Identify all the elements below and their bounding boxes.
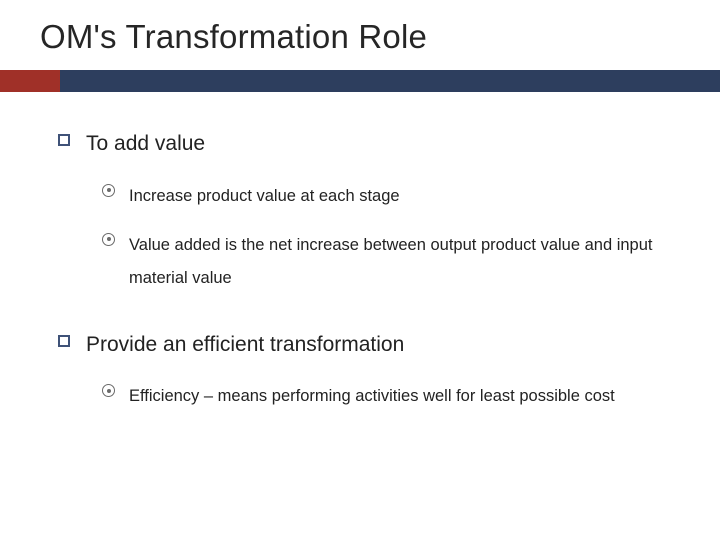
sub-list-item-text: Value added is the net increase between … [129, 229, 690, 295]
circled-dot-bullet-icon [102, 184, 115, 197]
list-item: Provide an efficient transformation Effi… [58, 329, 690, 414]
sub-list-item: Value added is the net increase between … [102, 229, 690, 295]
sub-list: Increase product value at each stage Val… [58, 160, 690, 295]
sub-list-item-text: Efficiency – means performing activities… [129, 380, 615, 413]
divider-bar-right [60, 70, 720, 92]
slide-content: To add value Increase product value at e… [0, 92, 720, 413]
sub-list: Efficiency – means performing activities… [58, 360, 690, 413]
sub-list-item-text: Increase product value at each stage [129, 180, 400, 213]
square-bullet-icon [58, 134, 70, 146]
list-item-text: Provide an efficient transformation [86, 329, 404, 361]
list-item-row: To add value [58, 128, 690, 160]
circled-dot-bullet-icon [102, 233, 115, 246]
divider-bar [0, 70, 720, 92]
divider-bar-left [0, 70, 60, 92]
slide: OM's Transformation Role To add value In… [0, 0, 720, 540]
square-bullet-icon [58, 335, 70, 347]
list-item-row: Provide an efficient transformation [58, 329, 690, 361]
sub-list-item: Increase product value at each stage [102, 180, 690, 213]
sub-list-item: Efficiency – means performing activities… [102, 380, 690, 413]
circled-dot-bullet-icon [102, 384, 115, 397]
list-item-text: To add value [86, 128, 205, 160]
list-item: To add value Increase product value at e… [58, 128, 690, 295]
slide-title: OM's Transformation Role [0, 0, 720, 70]
